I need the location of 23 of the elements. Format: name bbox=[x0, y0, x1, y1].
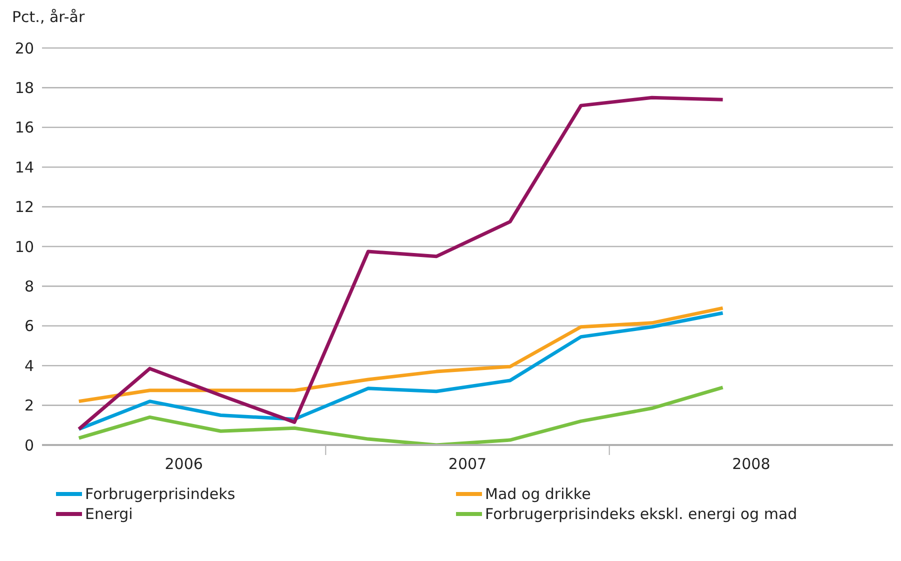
line-series bbox=[77, 306, 725, 404]
legend-label: Mad og drikke bbox=[485, 485, 591, 503]
y-tick-label: 4 bbox=[24, 356, 34, 375]
legend-label: Energi bbox=[85, 505, 133, 523]
y-tick-label: 8 bbox=[24, 278, 34, 296]
y-tick-label: 12 bbox=[14, 198, 34, 216]
y-tick-label: 10 bbox=[14, 238, 34, 256]
y-tick-label: 2 bbox=[24, 396, 34, 415]
y-axis-title: Pct., år-år bbox=[12, 8, 86, 28]
y-tick-label: 16 bbox=[14, 118, 34, 137]
legend-label: Forbrugerprisindeks bbox=[85, 485, 236, 503]
line-series bbox=[77, 96, 725, 431]
y-tick-label: 20 bbox=[14, 39, 34, 58]
line-series bbox=[77, 386, 725, 445]
line-series bbox=[77, 311, 725, 431]
y-tick-label: 6 bbox=[24, 317, 34, 336]
x-tick-label: 2007 bbox=[448, 455, 487, 473]
x-tick-label: 2008 bbox=[732, 455, 770, 473]
y-tick-label: 14 bbox=[14, 158, 34, 176]
legend-label: Forbrugerprisindeks ekskl. energi og mad bbox=[485, 505, 798, 523]
y-tick-label: 18 bbox=[14, 79, 34, 98]
y-tick-label: 0 bbox=[24, 436, 34, 454]
x-tick-label: 2006 bbox=[164, 455, 203, 473]
